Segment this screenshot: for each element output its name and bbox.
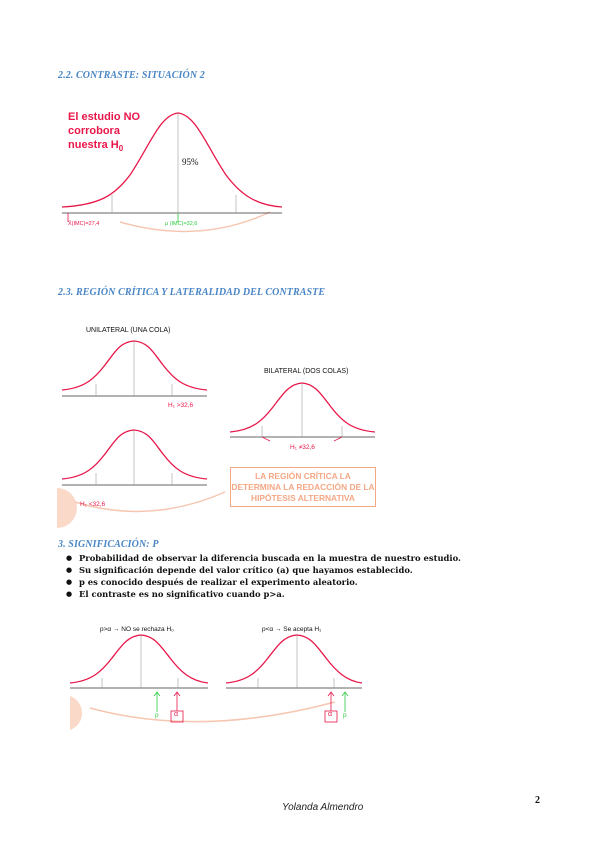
h1-greater-label: H₁ >32,6 <box>168 402 194 409</box>
axis-left-label: X̄(IMC)=27,4 <box>68 221 100 227</box>
critical-region-note: LA REGIÓN CRÍTICA LA DETERMINA LA REDACC… <box>230 467 376 507</box>
list-item: Su significación depende del valor críti… <box>66 564 461 576</box>
list-item: El contraste es no significativo cuando … <box>66 588 461 600</box>
axis-center-label: μ (IMC)=32,6 <box>165 221 198 227</box>
section-3-heading: 3. SIGNIFICACIÓN: P <box>58 539 159 550</box>
alpha-label-left: α <box>174 711 179 718</box>
right-caption: p<α → Se acepta H₁ <box>262 626 322 633</box>
footer-author: Yolanda Almendro <box>282 802 364 813</box>
bilateral-title: BILATERAL (DOS COLAS) <box>264 368 349 375</box>
list-item: Probabilidad de observar la diferencia b… <box>66 552 461 564</box>
section-2-3-heading: 2.3. REGIÓN CRÍTICA Y LATERALIDAD DEL CO… <box>58 287 326 298</box>
list-item: p es conocido después de realizar el exp… <box>66 576 461 588</box>
percent-label: 95% <box>182 157 199 167</box>
section-2-2-heading: 2.2. CONTRASTE: SITUACIÓN 2 <box>58 70 205 81</box>
significance-bullets: Probabilidad de observar la diferencia b… <box>66 552 461 600</box>
page-number: 2 <box>535 795 540 806</box>
p-label-right: p <box>343 712 347 719</box>
alpha-label-right: α <box>328 711 333 718</box>
h1-less-label: H₁ <32,6 <box>80 501 106 508</box>
left-caption: p>α → NO se rechaza H₀ <box>100 626 174 633</box>
p-label-left: p <box>155 712 159 719</box>
unilateral-title: UNILATERAL (UNA COLA) <box>86 327 171 334</box>
h1-neq-label: H₁ ≠32,6 <box>290 444 315 451</box>
red-label: El estudio NO corrobora nuestra H0 <box>68 111 141 154</box>
